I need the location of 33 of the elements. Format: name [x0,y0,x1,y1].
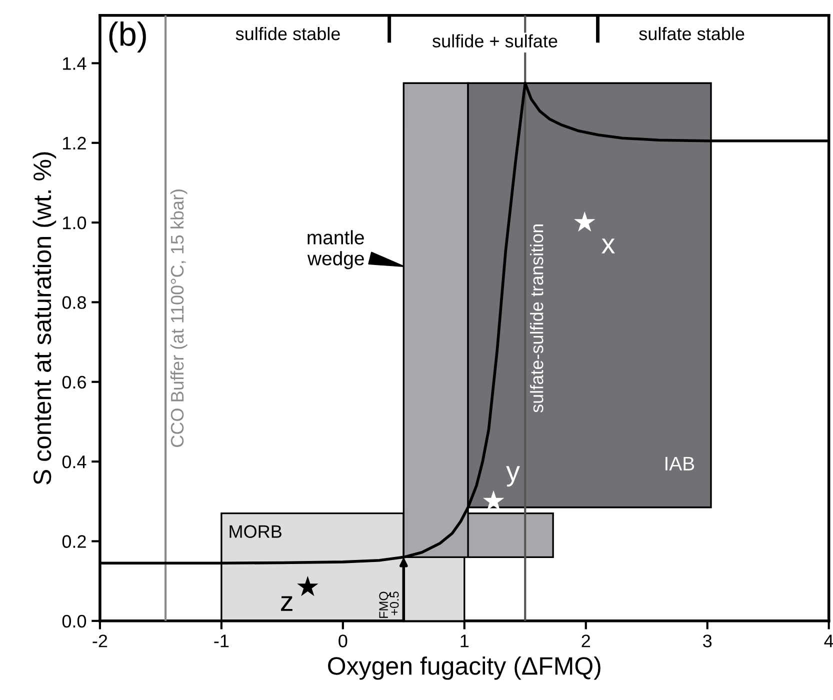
annotation: sulfide stable [236,26,340,40]
annotation: x [602,238,615,254]
y-tick-label: 1.2 [63,136,86,150]
x-tick-label: 0 [338,634,348,648]
ref-line-label: sulfate-sulfide transition [530,224,544,412]
annotation: sulfate stable [639,26,744,40]
annotation: y [506,466,520,487]
annotation: mantle wedge [307,230,364,270]
y-tick-label: 0.8 [62,296,86,309]
y-tick-label: 1.0 [63,216,86,230]
annotation: IAB [666,456,694,470]
annotation: FMQ +0.5 [379,592,399,618]
annotation: z [281,596,292,611]
annotation: MORB [230,525,282,538]
x-axis-title: Oxygen fugacity (ΔFMQ) [328,656,600,680]
x-tick-label: 2 [582,634,590,648]
point [482,490,504,510]
x-tick-label: 1 [460,634,469,648]
y-tick-label: 0.0 [62,614,86,628]
y-tick-label: 0.2 [62,535,86,548]
y-axis-title: S content at saturation (wt. %) [32,152,56,484]
annotation: sulfide + sulfate [432,34,558,48]
y-tick-label: 0.4 [62,455,86,468]
x-tick-label: -2 [92,634,108,648]
point [297,576,318,596]
x-tick-label: 4 [824,634,833,648]
x-tick-label: -1 [214,634,229,648]
point [574,211,596,232]
y-tick-label: 1.4 [63,57,86,70]
x-tick-label: 3 [703,634,712,648]
y-tick-label: 0.6 [62,376,86,389]
annotation: (b) [109,21,146,53]
ref-line-label: CCO Buffer (at 1100°C, 15 kbar) [170,190,188,447]
